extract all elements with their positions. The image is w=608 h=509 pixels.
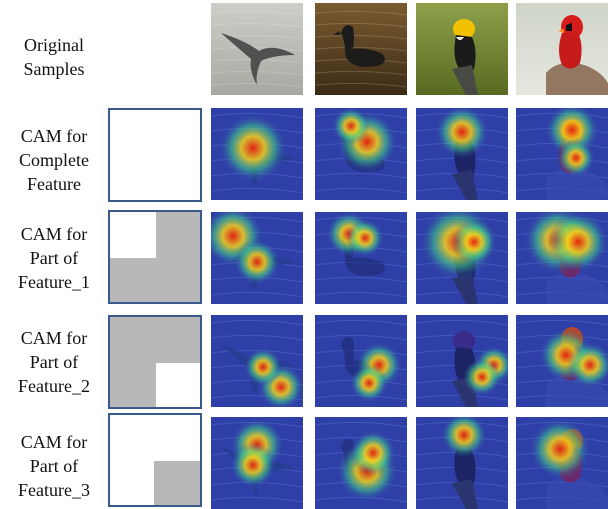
mask-shaded-region <box>110 258 156 302</box>
mask-part1 <box>108 210 202 304</box>
row-label-part3: CAM for Part of Feature_3 <box>0 430 108 502</box>
row-label-complete: CAM for Complete Feature <box>0 124 108 196</box>
cam-heatmap-image <box>516 417 608 509</box>
row-label-part2: CAM for Part of Feature_2 <box>0 326 108 398</box>
original-sample-image <box>416 3 508 95</box>
label-line: Feature_1 <box>18 272 90 292</box>
label-line: CAM for <box>20 432 88 452</box>
cam-heatmap-image <box>315 417 407 509</box>
mask-part3 <box>108 413 202 507</box>
cam-heatmap-image <box>315 212 407 304</box>
cam-heatmap-image <box>416 108 508 200</box>
cam-heatmap-image <box>416 315 508 407</box>
label-line: Complete <box>19 150 89 170</box>
cam-heatmap-image <box>211 315 303 407</box>
cam-heatmap-image <box>516 108 608 200</box>
label-line: Part of <box>29 456 79 476</box>
label-line: Part of <box>29 352 79 372</box>
mask-shaded-region <box>154 461 200 505</box>
cam-heatmap-image <box>416 417 508 509</box>
original-sample-image <box>315 3 407 95</box>
mask-empty-region <box>156 363 200 407</box>
cam-heatmap-image <box>516 315 608 407</box>
label-line: CAM for <box>20 126 88 146</box>
cam-heatmap-image <box>211 212 303 304</box>
label-line: Feature <box>27 174 81 194</box>
mask-shaded-region <box>156 212 200 302</box>
cam-heatmap-image <box>315 108 407 200</box>
label-line: Original <box>24 35 84 55</box>
row-label-original: Original Samples <box>0 33 108 81</box>
cam-heatmap-image <box>211 417 303 509</box>
cam-heatmap-image <box>516 212 608 304</box>
label-line: Part of <box>29 248 79 268</box>
label-line: CAM for <box>20 224 88 244</box>
original-sample-image <box>211 3 303 95</box>
mask-complete <box>108 108 202 202</box>
label-line: Feature_3 <box>18 480 90 500</box>
label-line: CAM for <box>20 328 88 348</box>
label-line: Samples <box>23 59 85 79</box>
mask-part2 <box>108 315 202 409</box>
row-label-part1: CAM for Part of Feature_1 <box>0 222 108 294</box>
cam-heatmap-image <box>211 108 303 200</box>
cam-heatmap-image <box>315 315 407 407</box>
cam-heatmap-image <box>416 212 508 304</box>
label-line: Feature_2 <box>18 376 90 396</box>
original-sample-image <box>516 3 608 95</box>
